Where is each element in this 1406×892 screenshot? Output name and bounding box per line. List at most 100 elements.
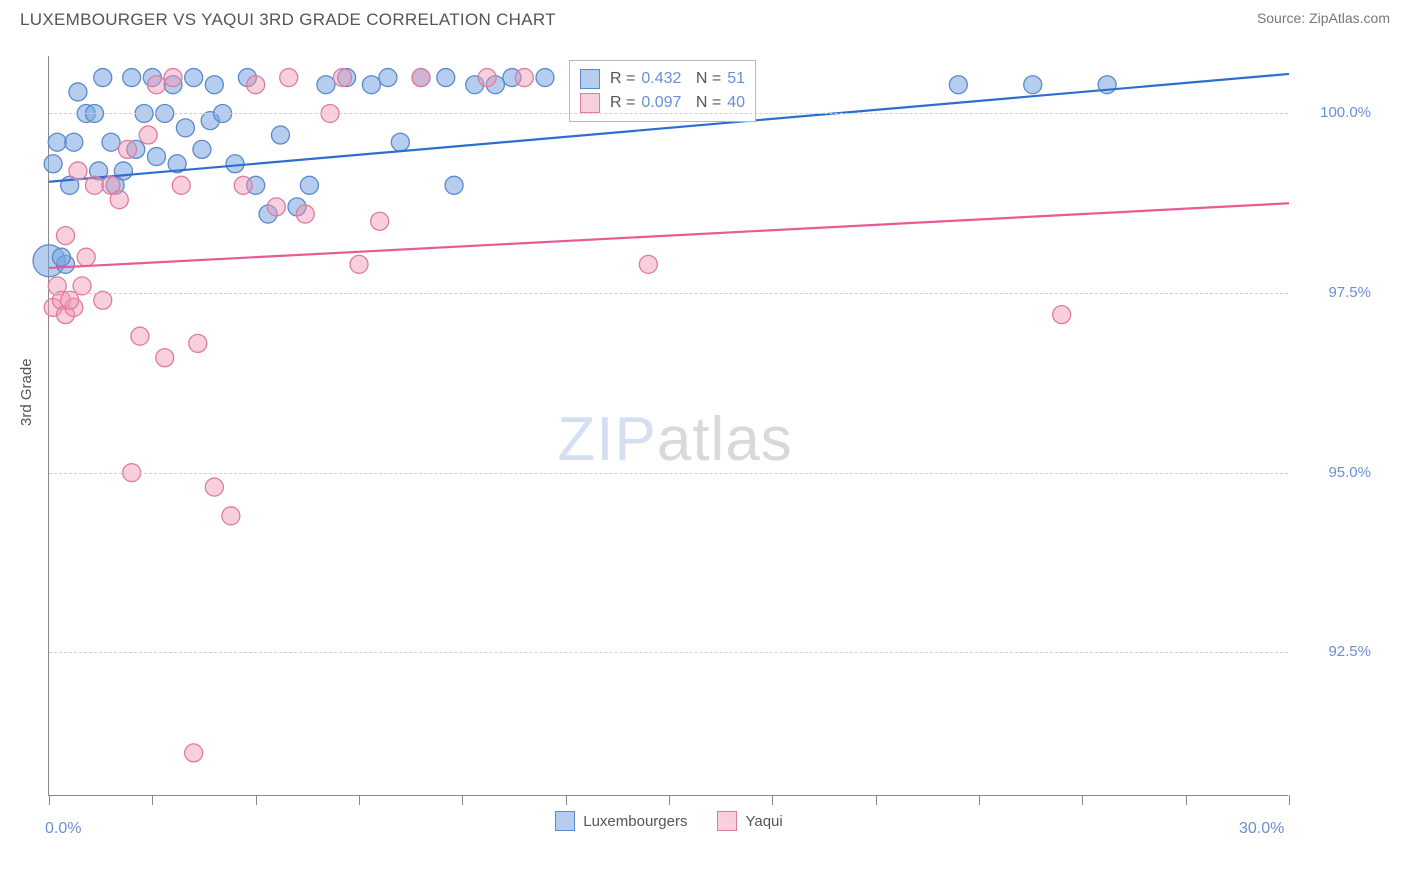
legend-swatch <box>580 93 600 113</box>
data-point <box>119 140 137 158</box>
legend-swatch <box>580 69 600 89</box>
plot-region: ZIPatlas R =0.432 N =51R =0.097 N =40 Lu… <box>48 56 1288 796</box>
data-point <box>114 162 132 180</box>
data-point <box>247 76 265 94</box>
data-point <box>280 69 298 87</box>
data-point <box>123 69 141 87</box>
series-legend-label: Yaqui <box>745 813 782 830</box>
y-tick-label: 95.0% <box>1301 464 1371 481</box>
series-legend-item: Yaqui <box>717 811 782 831</box>
series-legend-item: Luxembourgers <box>555 811 687 831</box>
data-point <box>172 176 190 194</box>
data-point <box>147 76 165 94</box>
chart-title: LUXEMBOURGER VS YAQUI 3RD GRADE CORRELAT… <box>20 10 556 30</box>
data-point <box>69 162 87 180</box>
data-point <box>391 133 409 151</box>
data-point <box>52 248 70 266</box>
data-point <box>437 69 455 87</box>
gridline <box>49 473 1288 474</box>
data-point <box>44 155 62 173</box>
stats-legend-row: R =0.432 N =51 <box>580 67 745 91</box>
data-point <box>445 176 463 194</box>
data-point <box>205 76 223 94</box>
y-axis-title: 3rd Grade <box>18 358 35 426</box>
legend-swatch <box>717 811 737 831</box>
y-tick-label: 92.5% <box>1301 643 1371 660</box>
data-point <box>515 69 533 87</box>
data-point <box>205 478 223 496</box>
legend-swatch <box>555 811 575 831</box>
data-point <box>296 205 314 223</box>
r-stat: R =0.097 <box>610 94 681 112</box>
data-point <box>412 69 430 87</box>
data-point <box>189 334 207 352</box>
data-point <box>185 744 203 762</box>
data-point <box>156 349 174 367</box>
data-point <box>222 507 240 525</box>
data-point <box>139 126 157 144</box>
x-tick-label: 0.0% <box>45 820 81 838</box>
data-point <box>164 69 182 87</box>
x-tick <box>256 795 257 805</box>
data-point <box>350 255 368 273</box>
data-point <box>226 155 244 173</box>
data-point <box>379 69 397 87</box>
data-point <box>131 327 149 345</box>
x-tick <box>152 795 153 805</box>
x-tick <box>1186 795 1187 805</box>
gridline <box>49 293 1288 294</box>
data-point <box>185 69 203 87</box>
n-stat: N =51 <box>691 70 745 88</box>
data-point <box>176 119 194 137</box>
source-link[interactable]: ZipAtlas.com <box>1309 10 1390 26</box>
data-point <box>110 191 128 209</box>
data-point <box>300 176 318 194</box>
x-tick <box>1289 795 1290 805</box>
x-tick <box>876 795 877 805</box>
data-point <box>639 255 657 273</box>
gridline <box>49 113 1288 114</box>
source-attribution: Source: ZipAtlas.com <box>1257 10 1390 26</box>
data-point <box>362 76 380 94</box>
data-point <box>317 76 335 94</box>
data-point <box>267 198 285 216</box>
data-point <box>333 69 351 87</box>
x-tick-label: 30.0% <box>1239 820 1284 838</box>
gridline <box>49 652 1288 653</box>
data-point <box>48 133 66 151</box>
data-point <box>57 227 75 245</box>
chart-area: 3rd Grade ZIPatlas R =0.432 N =51R =0.09… <box>48 56 1378 836</box>
y-tick-label: 97.5% <box>1301 284 1371 301</box>
source-prefix: Source: <box>1257 10 1309 26</box>
x-tick <box>49 795 50 805</box>
x-tick <box>359 795 360 805</box>
data-point <box>65 133 83 151</box>
r-stat: R =0.432 <box>610 70 681 88</box>
data-point <box>371 212 389 230</box>
x-tick <box>1082 795 1083 805</box>
data-point <box>94 69 112 87</box>
data-point <box>1053 306 1071 324</box>
data-point <box>478 69 496 87</box>
data-point <box>536 69 554 87</box>
series-legend: Luxembourgers Yaqui <box>49 811 1289 831</box>
data-point <box>69 83 87 101</box>
data-point <box>949 76 967 94</box>
data-point <box>271 126 289 144</box>
data-point <box>193 140 211 158</box>
series-legend-label: Luxembourgers <box>583 813 687 830</box>
y-tick-label: 100.0% <box>1301 104 1371 121</box>
n-stat: N =40 <box>691 94 745 112</box>
chart-header: LUXEMBOURGER VS YAQUI 3RD GRADE CORRELAT… <box>0 0 1406 30</box>
x-tick <box>979 795 980 805</box>
data-point <box>147 148 165 166</box>
x-tick <box>462 795 463 805</box>
x-tick <box>772 795 773 805</box>
data-point <box>1024 76 1042 94</box>
trend-line <box>49 203 1289 268</box>
data-point <box>234 176 252 194</box>
data-point <box>77 248 95 266</box>
plot-svg <box>49 56 1289 796</box>
data-point <box>102 133 120 151</box>
stats-legend-row: R =0.097 N =40 <box>580 91 745 115</box>
